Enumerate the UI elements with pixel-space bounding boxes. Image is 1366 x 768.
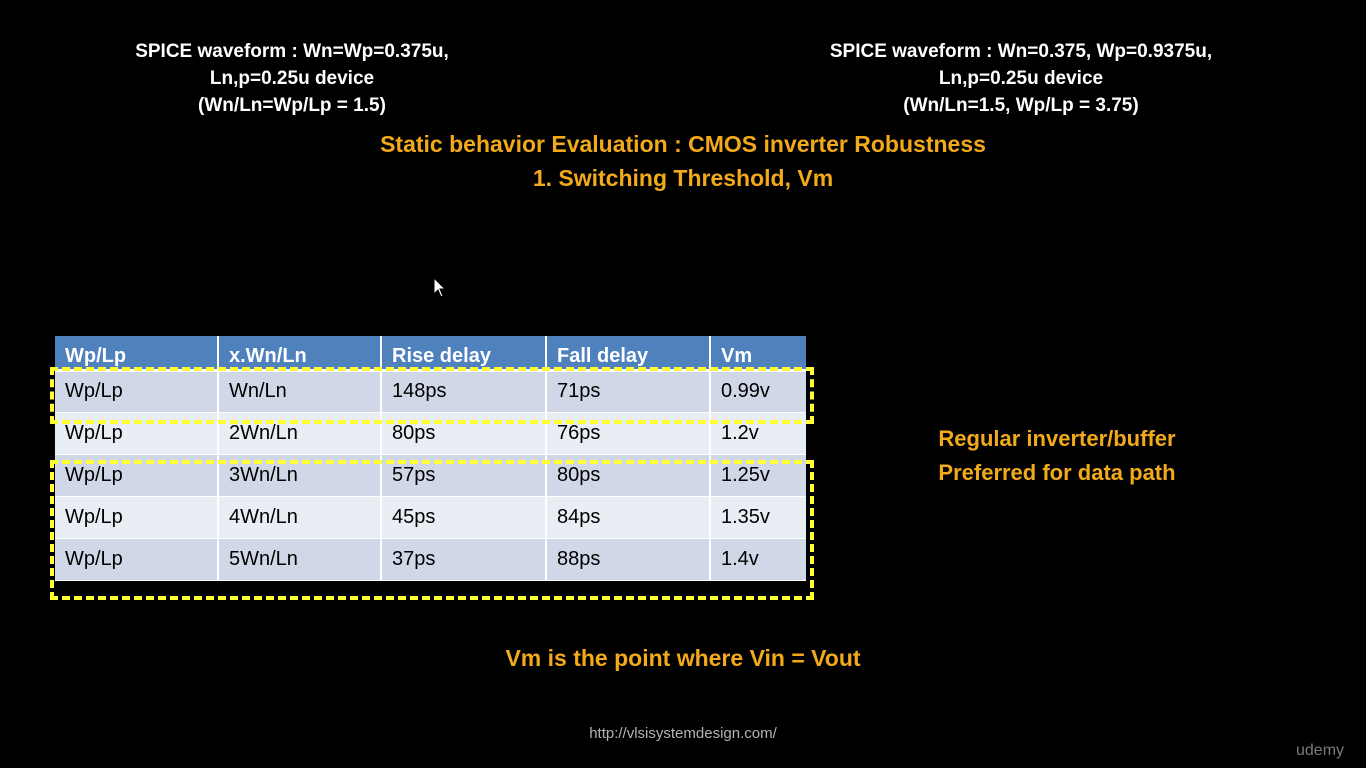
table-cell: Wp/Lp [55, 538, 219, 581]
table-cell: Wp/Lp [55, 412, 219, 455]
source-url: http://vlsisystemdesign.com/ [589, 725, 777, 742]
caption-line: SPICE waveform : Wn=0.375, Wp=0.9375u, [829, 41, 1213, 62]
side-annotation-line-2: Preferred for data path [938, 460, 1176, 485]
slide-title: Static behavior Evaluation : CMOS invert… [283, 127, 1083, 195]
table-cell: 148ps [381, 370, 547, 413]
table-cell: 1.4v [710, 538, 806, 581]
column-header-rise-delay: Rise delay [381, 336, 547, 372]
side-annotation: Regular inverter/buffer Preferred for da… [880, 422, 1234, 490]
table-cell: 88ps [546, 538, 711, 581]
column-header-fall-delay: Fall delay [546, 336, 711, 372]
side-annotation-line-1: Regular inverter/buffer [938, 426, 1176, 451]
mouse-cursor-icon [433, 277, 447, 298]
table-cell: Wn/Ln [218, 370, 382, 413]
table-cell: 0.99v [710, 370, 806, 413]
table-cell: 1.2v [710, 412, 806, 455]
table-cell: Wp/Lp [55, 496, 219, 539]
table-cell: Wp/Lp [55, 370, 219, 413]
table-cell: 71ps [546, 370, 711, 413]
caption-line: (Wn/Ln=1.5, Wp/Lp = 3.75) [903, 95, 1139, 116]
highlight-box-regular-inverter [50, 367, 814, 424]
table-cell: 5Wn/Ln [218, 538, 382, 581]
vm-definition-note: Vm is the point where Vin = Vout [505, 645, 861, 671]
table-cell: 1.35v [710, 496, 806, 539]
table-row: Wp/Lp Wn/Ln 148ps 71ps 0.99v [55, 370, 806, 413]
right-waveform-caption: SPICE waveform : Wn=0.375, Wp=0.9375u, L… [790, 38, 1252, 119]
caption-line: Ln,p=0.25u device [938, 68, 1104, 89]
table-cell: 2Wn/Ln [218, 412, 382, 455]
column-header-wn-ln: x.Wn/Ln [218, 336, 382, 372]
caption-line: Ln,p=0.25u device [209, 68, 375, 89]
table-cell: 37ps [381, 538, 547, 581]
column-header-wp-lp: Wp/Lp [55, 336, 219, 372]
title-line-2: 1. Switching Threshold, Vm [532, 165, 834, 191]
highlight-box-upsized-inverters [50, 460, 814, 600]
table-header-row: Wp/Lp x.Wn/Ln Rise delay Fall delay Vm [55, 336, 806, 372]
column-header-vm: Vm [710, 336, 806, 372]
left-waveform-caption: SPICE waveform : Wn=Wp=0.375u, Ln,p=0.25… [100, 38, 484, 119]
table-row: Wp/Lp 4Wn/Ln 45ps 84ps 1.35v [55, 496, 806, 539]
title-line-1: Static behavior Evaluation : CMOS invert… [380, 131, 986, 157]
caption-line: (Wn/Ln=Wp/Lp = 1.5) [198, 95, 386, 116]
table-cell: 45ps [381, 496, 547, 539]
table-cell: 76ps [546, 412, 711, 455]
udemy-watermark: udemy [1296, 742, 1345, 759]
table-cell: 80ps [381, 412, 547, 455]
table-cell: 4Wn/Ln [218, 496, 382, 539]
table-cell: 84ps [546, 496, 711, 539]
table-row: Wp/Lp 5Wn/Ln 37ps 88ps 1.4v [55, 538, 806, 581]
table-row: Wp/Lp 2Wn/Ln 80ps 76ps 1.2v [55, 412, 806, 455]
caption-line: SPICE waveform : Wn=Wp=0.375u, [135, 41, 449, 62]
